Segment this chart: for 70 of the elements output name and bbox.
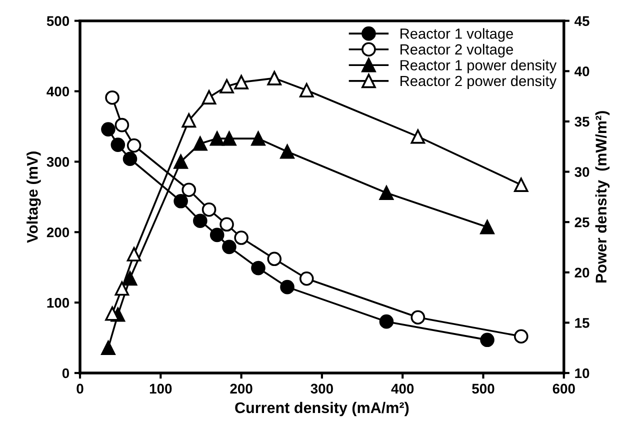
point	[114, 118, 130, 132]
point	[410, 310, 426, 325]
point	[193, 136, 208, 151]
y2-tick-label: 45	[574, 16, 590, 26]
y-tick-label: 400	[46, 86, 70, 96]
point	[122, 152, 138, 166]
point	[126, 138, 142, 153]
point	[379, 186, 394, 200]
point	[410, 129, 426, 144]
point	[110, 138, 126, 152]
y2-tick-label: 10	[575, 368, 590, 378]
y2-tick-label: 25	[574, 217, 590, 228]
point	[182, 182, 196, 198]
x-tick-label: 600	[552, 384, 575, 394]
y-tick-label: 500	[46, 16, 70, 26]
point	[101, 122, 116, 136]
point	[101, 340, 116, 356]
x-tick-label: 400	[391, 384, 414, 394]
point	[251, 260, 266, 276]
point	[480, 220, 494, 234]
point	[480, 332, 494, 348]
x-axis-title: Current density (mA/m²)	[235, 402, 409, 416]
point	[280, 144, 294, 159]
x-tick-label: 200	[230, 384, 252, 394]
point	[202, 90, 216, 104]
point	[210, 131, 224, 146]
point	[222, 131, 236, 146]
x-tick-label: 100	[150, 384, 172, 394]
point	[202, 202, 216, 217]
point	[280, 280, 294, 294]
point	[105, 90, 120, 105]
y2-tick-label: 15	[575, 318, 590, 328]
point	[174, 194, 188, 208]
point	[299, 83, 314, 98]
y-tick-label: 300	[46, 157, 70, 167]
point	[267, 71, 282, 86]
point	[514, 329, 528, 344]
legend-label: Reactor 2 voltage	[400, 44, 513, 58]
point	[234, 75, 248, 90]
y-tick-label: 0	[62, 368, 70, 378]
point	[234, 230, 248, 245]
y-tick-label: 200	[46, 227, 70, 238]
legend-label: Reactor 2 power density	[400, 75, 557, 90]
y2-tick-label: 35	[574, 116, 590, 127]
point	[220, 79, 234, 94]
point	[514, 178, 528, 192]
legend-label: Reactor 1 voltage	[400, 28, 513, 42]
point	[379, 314, 394, 329]
y2-tick-label: 20	[574, 268, 590, 278]
x-tick-label: 300	[310, 384, 333, 394]
point	[122, 271, 138, 286]
y2-tick-label: 40	[574, 66, 590, 76]
y2-tick-label: 30	[574, 167, 590, 177]
point	[299, 271, 314, 286]
y2-axis-title: Power density (mW/m²)	[595, 111, 610, 282]
point	[267, 252, 282, 266]
point	[114, 281, 130, 296]
x-tick-label: 500	[472, 384, 494, 394]
y-tick-label: 100	[47, 298, 70, 308]
point	[126, 247, 142, 262]
point	[174, 154, 188, 169]
point	[251, 131, 266, 146]
point	[193, 214, 208, 228]
legend-label: Reactor 1 power density	[400, 60, 557, 74]
point	[220, 217, 234, 232]
x-tick-label: 0	[76, 384, 84, 394]
point	[210, 228, 224, 242]
y-axis-title: Voltage (mV)	[26, 152, 41, 243]
point	[222, 240, 236, 254]
point	[182, 113, 196, 128]
